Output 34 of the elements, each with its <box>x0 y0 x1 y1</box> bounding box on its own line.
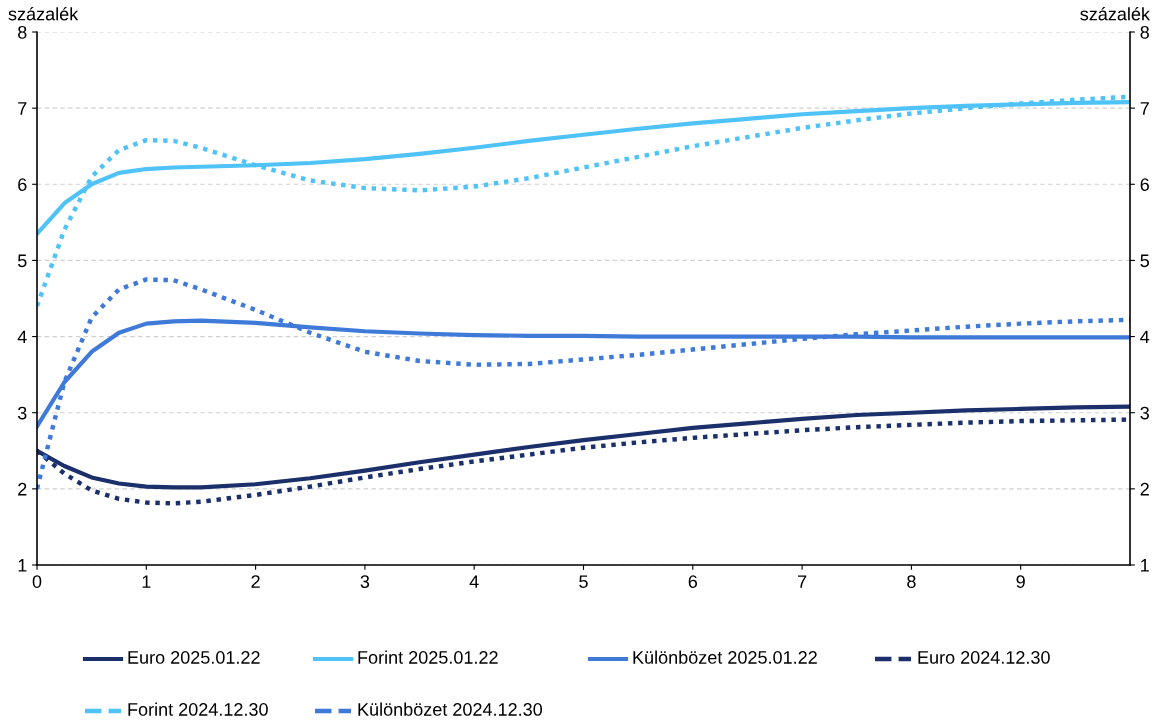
y2-axis-title: százalék <box>1080 6 1151 21</box>
y2-tick-label: 2 <box>1140 482 1149 496</box>
x-tick-label: 2 <box>251 575 260 588</box>
x-tick-label: 9 <box>1016 575 1025 588</box>
y2-tick-label: 3 <box>1140 406 1149 420</box>
y-tick-label: 5 <box>17 254 27 268</box>
x-tick-label: 5 <box>579 575 588 588</box>
x-tick-label: 7 <box>798 575 807 588</box>
y2-tick-label: 8 <box>1140 25 1149 39</box>
y2-tick-label: 4 <box>1140 330 1150 344</box>
x-tick-label: 1 <box>142 575 151 588</box>
y2-tick-label: 1 <box>1141 559 1149 572</box>
x-tick-label: 8 <box>907 575 916 588</box>
legend-label: Különbözet 2024.12.30 <box>358 702 543 716</box>
legend-label: Euro 2024.12.30 <box>918 651 1050 664</box>
y-tick-label: 7 <box>18 102 27 115</box>
y-tick-label: 1 <box>18 559 27 572</box>
legend-label: Euro 2025.01.22 <box>128 651 260 664</box>
x-tick-label: 4 <box>469 575 479 588</box>
legend-label: Forint 2025.01.22 <box>358 650 498 664</box>
x-tick-label: 6 <box>688 575 698 588</box>
y-tick-label: 8 <box>18 25 27 39</box>
y-tick-label: 3 <box>17 406 27 420</box>
y-tick-label: 4 <box>17 330 27 344</box>
x-tick-label: 0 <box>32 575 42 588</box>
y2-tick-label: 6 <box>1140 178 1149 192</box>
y-tick-label: 6 <box>18 178 27 192</box>
y2-tick-label: 7 <box>1140 102 1149 115</box>
legend-label: Különbözet 2025.01.22 <box>633 650 817 664</box>
y-axis-title: százalék <box>8 6 79 21</box>
y-tick-label: 2 <box>18 482 27 496</box>
x-tick-label: 3 <box>360 575 370 588</box>
legend-label: Forint 2024.12.30 <box>128 702 268 716</box>
y2-tick-label: 5 <box>1140 254 1150 268</box>
